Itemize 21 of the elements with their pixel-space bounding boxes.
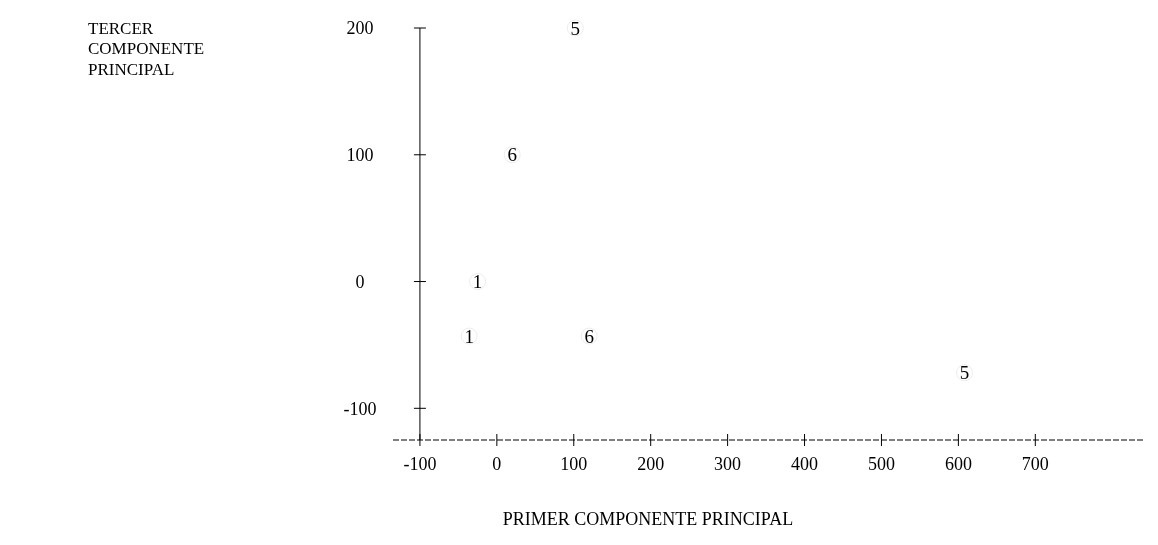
x-axis-title: PRIMER COMPONENTE PRINCIPAL [502, 509, 794, 529]
text: 5 [959, 362, 970, 384]
series-label: 5 [570, 17, 581, 39]
y-tick-label: 100 [346, 145, 374, 166]
x-tick-label: 700 [1021, 454, 1049, 474]
x-tick-label: 0 [492, 454, 502, 474]
text: TERCER COMPONENTE PRINCIPAL [88, 18, 205, 79]
series-label: 6 [584, 325, 594, 347]
text: 6 [507, 144, 517, 166]
x-tick-label: 500 [867, 454, 895, 474]
x-tick-label: 200 [637, 454, 665, 474]
x-tick-label: 300 [714, 454, 742, 474]
text: 1 [472, 271, 483, 293]
x-tick-label: 600 [944, 454, 972, 474]
y-tick-label: 200 [346, 18, 374, 39]
y-tick-label: -100 [343, 398, 377, 419]
y-tick-label: 0 [355, 271, 365, 292]
x-tick-label: 100 [560, 454, 588, 474]
x-tick-label: 400 [791, 454, 819, 474]
x-tick-label: -100 [403, 454, 437, 474]
series-label: 1 [464, 325, 474, 347]
